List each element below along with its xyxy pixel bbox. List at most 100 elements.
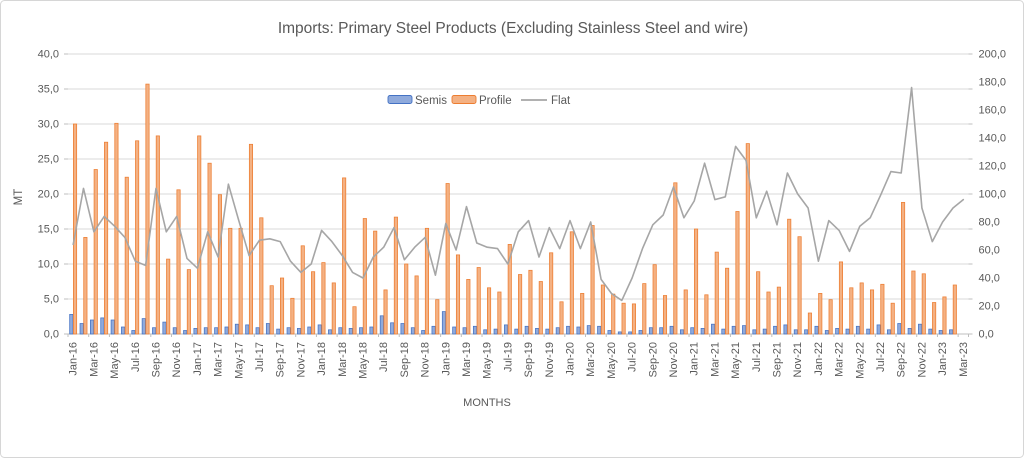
profile-bar (600, 284, 605, 335)
semis-bar (928, 328, 933, 335)
semis-bar (379, 315, 384, 335)
legend-label: Semis (415, 95, 447, 107)
profile-bar (735, 211, 740, 335)
profile-bar (880, 283, 885, 335)
svg-text:May-20: May-20 (606, 342, 618, 379)
semis-bar (317, 324, 322, 335)
svg-text:0,0: 0,0 (979, 329, 994, 341)
legend-item-semis: Semis (387, 95, 447, 107)
semis-bar (918, 323, 923, 335)
semis-bar (535, 328, 540, 335)
profile-bar (569, 231, 574, 335)
svg-text:Jul-16: Jul-16 (130, 342, 142, 372)
semis-bar (949, 329, 954, 335)
svg-text:Jul-19: Jul-19 (502, 342, 514, 372)
semis-bar (607, 330, 612, 335)
left-axis-tick-labels: 0,0 5,0 10,0 15,0 20,0 25,0 30,0 35,0 40,0 (38, 49, 59, 341)
svg-text:Sep-22: Sep-22 (896, 342, 908, 377)
bar-series (69, 83, 957, 335)
svg-text:40,0: 40,0 (38, 49, 59, 61)
profile-bar (797, 236, 802, 335)
semis-bar (224, 326, 229, 335)
semis-bar (359, 327, 364, 335)
x-axis-tick-labels: Jan-16 Mar-16 May-16 Jul-16 Sep-16 Nov-16 Jan-… (68, 342, 970, 379)
semis-bar (504, 324, 509, 335)
svg-text:May-21: May-21 (730, 342, 742, 379)
semis-bar (711, 323, 716, 335)
svg-text:May-18: May-18 (357, 342, 369, 379)
semis-bar (462, 327, 467, 335)
svg-text:Sep-19: Sep-19 (523, 342, 535, 377)
semis-bar (297, 328, 302, 335)
svg-text:Jul-20: Jul-20 (627, 342, 639, 372)
profile-bar (818, 293, 823, 335)
profile-bar (124, 176, 129, 335)
svg-text:Sep-21: Sep-21 (772, 342, 784, 377)
profile-bar (497, 291, 502, 335)
semis-bar (328, 329, 333, 335)
svg-text:30,0: 30,0 (38, 119, 59, 131)
svg-text:80,0: 80,0 (979, 217, 1000, 229)
svg-text:Mar-23: Mar-23 (958, 342, 970, 377)
semis-bar (307, 326, 312, 335)
svg-text:20,0: 20,0 (979, 301, 1000, 313)
profile-bar (662, 295, 668, 335)
semis-bar (638, 330, 643, 335)
semis-bar (421, 330, 426, 335)
profile-bar (197, 135, 202, 335)
svg-text:35,0: 35,0 (38, 84, 59, 96)
profile-bar (714, 251, 719, 335)
svg-text:Jul-18: Jul-18 (378, 342, 390, 372)
profile-bar (787, 218, 792, 335)
profile-bar (186, 269, 191, 335)
legend-label: Profile (479, 95, 512, 107)
semis-bar (390, 322, 395, 335)
profile-bar (849, 287, 854, 335)
profile-bar (228, 227, 233, 335)
semis-bar (752, 329, 757, 335)
semis-bar (597, 325, 602, 335)
semis-bar (400, 323, 405, 335)
semis-bar (431, 325, 436, 335)
svg-text:Jul-17: Jul-17 (254, 342, 266, 372)
semis-bar (141, 318, 146, 335)
semis-bar (348, 328, 353, 335)
profile-bar (756, 271, 761, 335)
semis-bar (824, 330, 829, 335)
semis-bar (731, 325, 736, 335)
profile-bar (859, 282, 864, 335)
profile-bar (518, 274, 523, 335)
semis-bar (131, 330, 136, 335)
profile-bar (694, 228, 699, 335)
svg-text:Jan-21: Jan-21 (689, 342, 701, 376)
svg-text:15,0: 15,0 (38, 224, 59, 236)
flat-line-series (72, 86, 965, 302)
svg-text:Mar-17: Mar-17 (213, 342, 225, 377)
semis-bar (876, 324, 881, 335)
profile-bar (559, 301, 564, 335)
profile-bar (828, 299, 833, 335)
semis-bar (576, 326, 581, 335)
profile-bar (404, 263, 409, 335)
profile-bar (435, 299, 440, 335)
semis-bar (338, 327, 343, 335)
flat-line (72, 86, 965, 302)
profile-bar (807, 312, 812, 335)
profile-bar (932, 302, 937, 335)
profile-bar (725, 267, 730, 335)
svg-text:Nov-21: Nov-21 (792, 342, 804, 377)
profile-bar (590, 225, 595, 335)
svg-text:140,0: 140,0 (979, 133, 1007, 145)
profile-bar (766, 291, 771, 335)
semis-bar (886, 329, 892, 335)
profile-bar (838, 261, 843, 335)
svg-text:Nov-20: Nov-20 (668, 342, 680, 377)
semis-bar (79, 323, 84, 335)
svg-text:Mar-16: Mar-16 (88, 342, 100, 377)
semis-bar (690, 327, 695, 335)
semis-bar (586, 325, 591, 335)
semis-bar (121, 326, 126, 335)
semis-bar (524, 325, 529, 335)
svg-text:Jul-21: Jul-21 (751, 342, 763, 372)
semis-bar (493, 328, 498, 335)
